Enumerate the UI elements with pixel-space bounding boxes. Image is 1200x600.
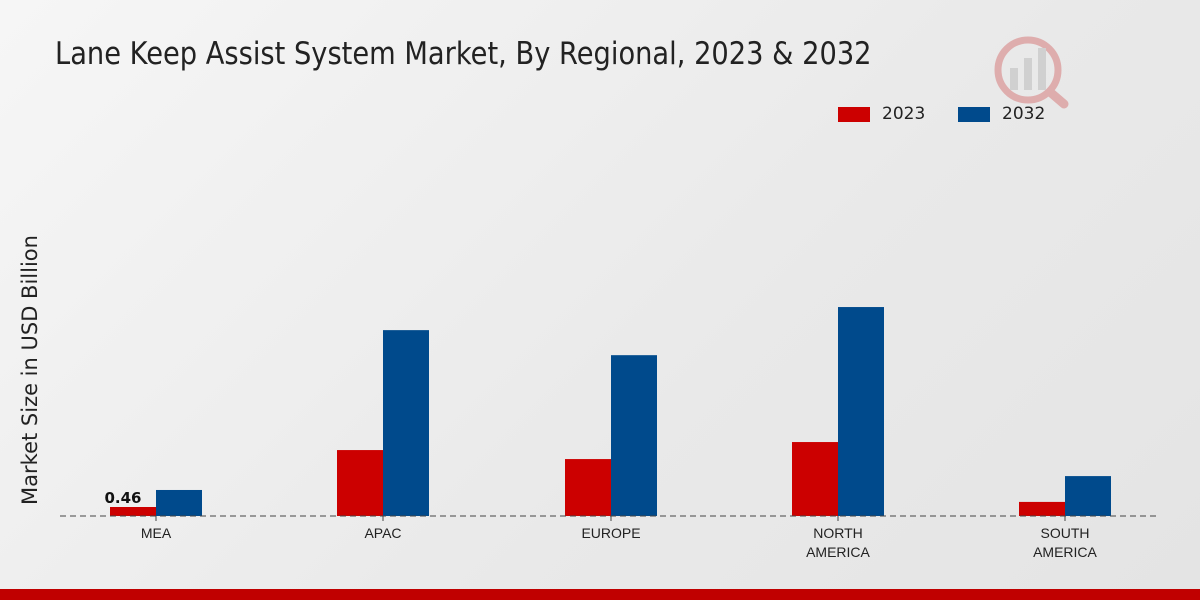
- bar-2023-mea: [110, 507, 156, 516]
- bar-2032-north-america: [838, 307, 884, 516]
- x-tick-label: MEA: [141, 525, 172, 541]
- bar-2023-apac: [337, 450, 383, 516]
- data-label: 0.46: [104, 489, 141, 507]
- footer-bar: [0, 589, 1200, 600]
- x-tick-label: AMERICA: [806, 544, 870, 560]
- bar-2023-south-america: [1019, 501, 1065, 516]
- chart-title: Lane Keep Assist System Market, By Regio…: [55, 36, 872, 72]
- x-tick-label: NORTH: [813, 525, 863, 541]
- bar-2032-mea: [156, 489, 202, 516]
- legend-label: 2032: [1002, 104, 1046, 124]
- legend-label: 2023: [882, 104, 926, 124]
- x-tick-label: EUROPE: [581, 525, 640, 541]
- bar-2023-europe: [565, 459, 611, 516]
- x-tick-label: AMERICA: [1033, 544, 1097, 560]
- legend-item-2023: 2023: [838, 104, 925, 124]
- x-tick-label: APAC: [364, 525, 401, 541]
- legend-item-2032: 2032: [958, 104, 1045, 124]
- legend-swatch-2032: [958, 106, 990, 122]
- bar-2032-apac: [383, 330, 429, 516]
- bar-2032-europe: [611, 355, 657, 516]
- x-tick-label: SOUTH: [1041, 525, 1090, 541]
- bar-2023-north-america: [792, 442, 838, 516]
- bar-2032-south-america: [1065, 476, 1111, 516]
- legend-swatch-2023: [838, 106, 870, 122]
